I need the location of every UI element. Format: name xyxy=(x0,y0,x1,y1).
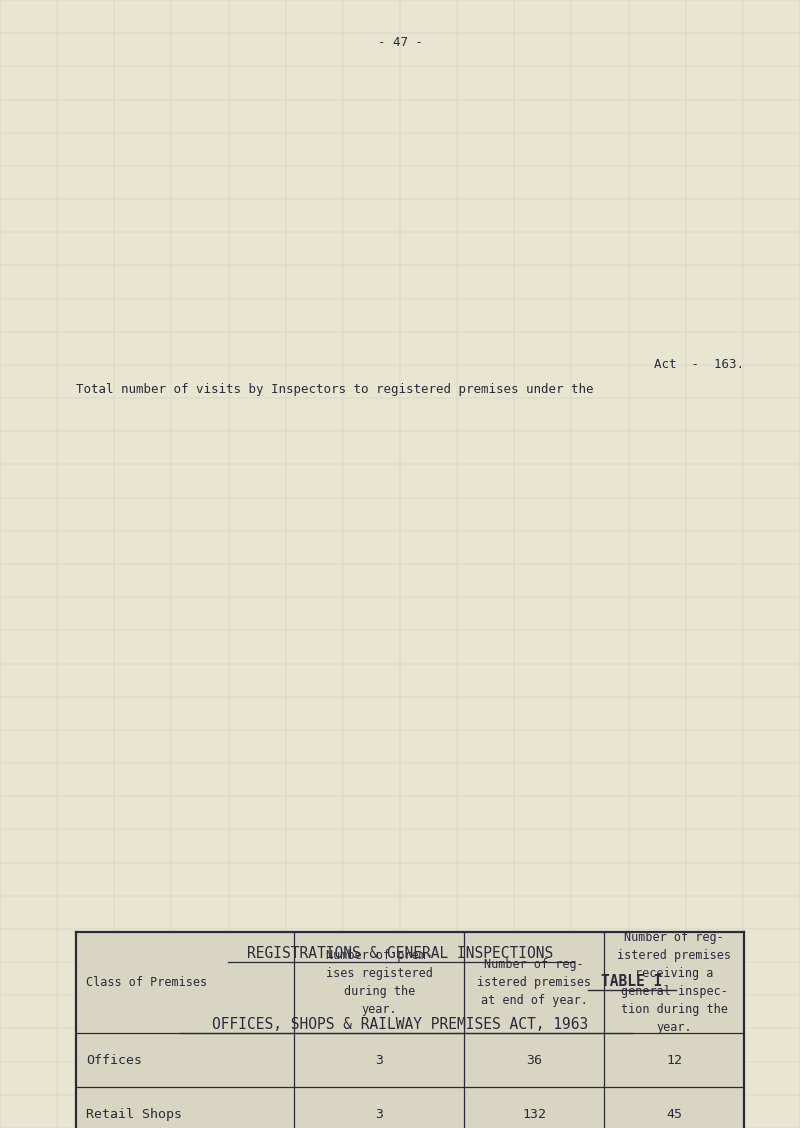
Text: REGISTRATIONS & GENERAL INSPECTIONS: REGISTRATIONS & GENERAL INSPECTIONS xyxy=(247,945,553,961)
Text: 3: 3 xyxy=(375,1054,383,1067)
Text: 36: 36 xyxy=(526,1054,542,1067)
Text: 12: 12 xyxy=(666,1054,682,1067)
Text: 45: 45 xyxy=(666,1108,682,1121)
Bar xyxy=(76,932,744,1128)
Text: - 47 -: - 47 - xyxy=(378,36,422,50)
Text: Act  -  163.: Act - 163. xyxy=(654,358,744,371)
Text: Class of Premises: Class of Premises xyxy=(86,976,207,989)
Text: Number of reg-
istered premises
at end of year.: Number of reg- istered premises at end o… xyxy=(477,958,591,1007)
Text: Total number of visits by Inspectors to registered premises under the: Total number of visits by Inspectors to … xyxy=(76,382,594,396)
Text: TABLE I: TABLE I xyxy=(602,973,662,989)
Text: Number of prem-
ises registered
during the
year.: Number of prem- ises registered during t… xyxy=(326,949,433,1016)
Text: 132: 132 xyxy=(522,1108,546,1121)
Text: Offices: Offices xyxy=(86,1054,142,1067)
Text: 3: 3 xyxy=(375,1108,383,1121)
Text: Retail Shops: Retail Shops xyxy=(86,1108,182,1121)
Text: Number of reg-
istered premises
receiving a
general inspec-
tion during the
year: Number of reg- istered premises receivin… xyxy=(617,931,731,1034)
Text: OFFICES, SHOPS & RAILWAY PREMISES ACT, 1963: OFFICES, SHOPS & RAILWAY PREMISES ACT, 1… xyxy=(212,1016,588,1032)
